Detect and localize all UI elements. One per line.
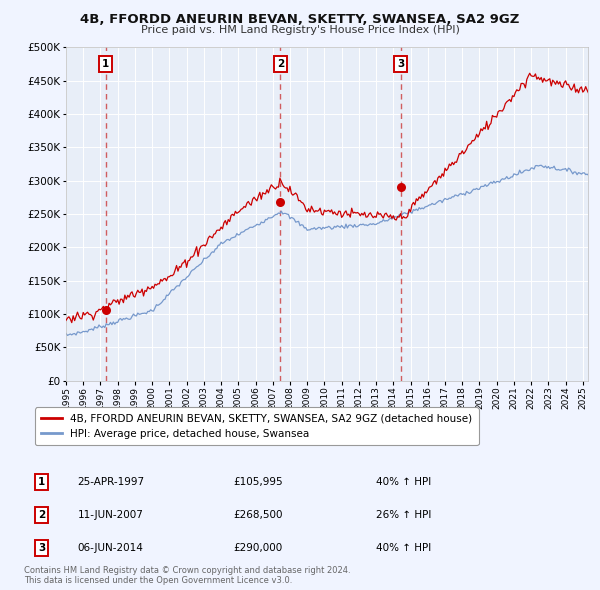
Legend: 4B, FFORDD ANEURIN BEVAN, SKETTY, SWANSEA, SA2 9GZ (detached house), HPI: Averag: 4B, FFORDD ANEURIN BEVAN, SKETTY, SWANSE… xyxy=(35,408,479,445)
Text: £268,500: £268,500 xyxy=(233,510,283,520)
Text: 1: 1 xyxy=(102,59,109,69)
Text: £105,995: £105,995 xyxy=(233,477,283,487)
Text: 2: 2 xyxy=(38,510,46,520)
Text: 25-APR-1997: 25-APR-1997 xyxy=(77,477,144,487)
Text: Price paid vs. HM Land Registry's House Price Index (HPI): Price paid vs. HM Land Registry's House … xyxy=(140,25,460,35)
Text: Contains HM Land Registry data © Crown copyright and database right 2024.: Contains HM Land Registry data © Crown c… xyxy=(24,566,350,575)
Text: 11-JUN-2007: 11-JUN-2007 xyxy=(77,510,143,520)
Text: 2: 2 xyxy=(277,59,284,69)
Text: £290,000: £290,000 xyxy=(234,543,283,553)
Text: This data is licensed under the Open Government Licence v3.0.: This data is licensed under the Open Gov… xyxy=(24,576,292,585)
Text: 3: 3 xyxy=(38,543,46,553)
Text: 06-JUN-2014: 06-JUN-2014 xyxy=(77,543,143,553)
Text: 26% ↑ HPI: 26% ↑ HPI xyxy=(376,510,431,520)
Text: 40% ↑ HPI: 40% ↑ HPI xyxy=(376,543,431,553)
Text: 40% ↑ HPI: 40% ↑ HPI xyxy=(376,477,431,487)
Text: 1: 1 xyxy=(38,477,46,487)
Text: 4B, FFORDD ANEURIN BEVAN, SKETTY, SWANSEA, SA2 9GZ: 4B, FFORDD ANEURIN BEVAN, SKETTY, SWANSE… xyxy=(80,13,520,26)
Text: 3: 3 xyxy=(397,59,404,69)
